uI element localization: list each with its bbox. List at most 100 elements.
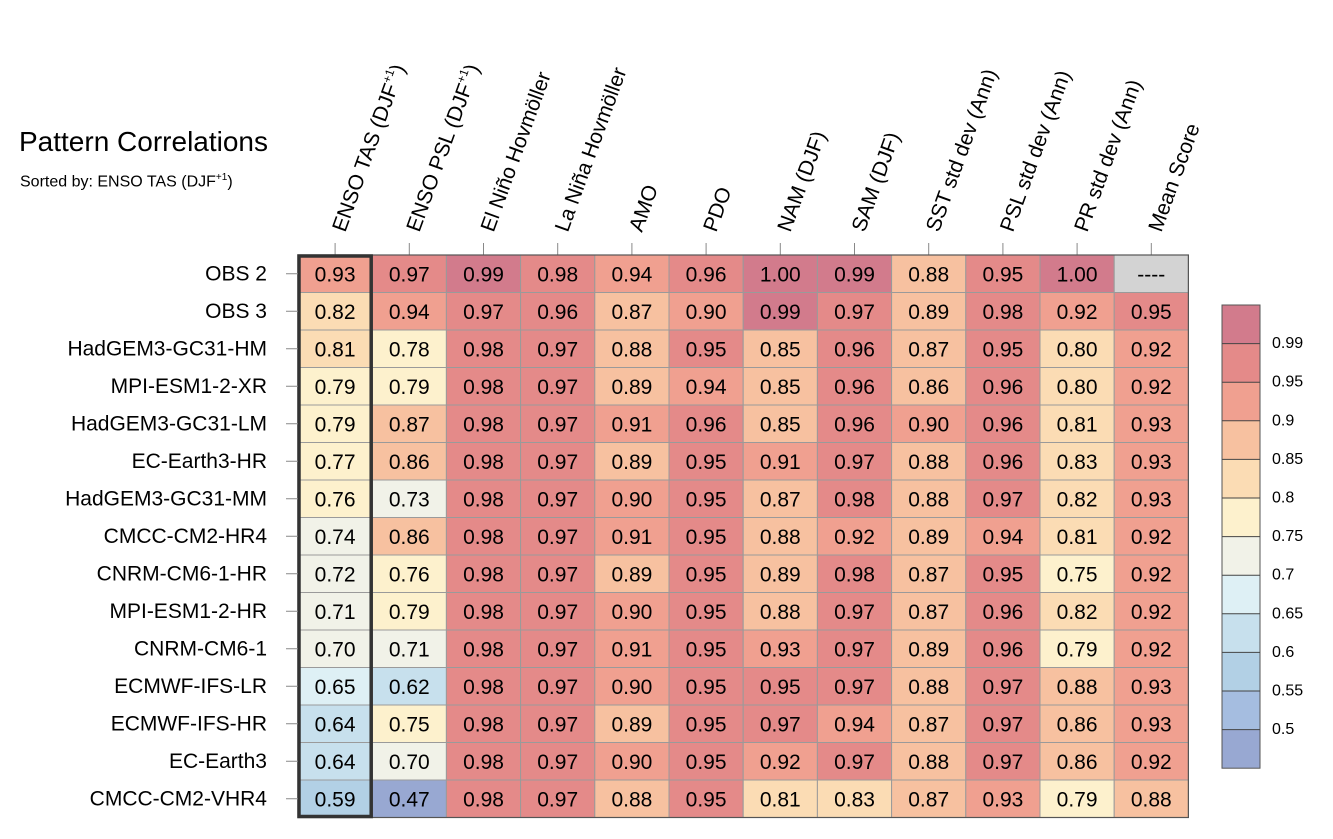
colorbar-label: 0.5 — [1272, 721, 1294, 738]
heatmap-cell — [816, 629, 893, 668]
cell-value: 0.98 — [463, 451, 504, 474]
heatmap-cell — [742, 667, 818, 706]
cell-value: 0.99 — [834, 263, 875, 286]
cell-value: 0.91 — [760, 451, 801, 474]
column-label-sup: +1 — [380, 67, 398, 85]
cell-value: 0.97 — [834, 301, 875, 324]
cell-value: 0.89 — [908, 638, 949, 661]
cell-value: 0.88 — [908, 751, 949, 774]
cell-value: 0.95 — [686, 451, 727, 474]
cell-value: 0.90 — [611, 488, 652, 511]
cell-value: 0.70 — [389, 751, 430, 774]
heatmap-cell — [445, 629, 522, 668]
cell-value: 0.97 — [834, 751, 875, 774]
heatmap-cell — [816, 292, 893, 331]
colorbar-swatch — [1222, 459, 1260, 498]
heatmap-cell — [445, 779, 522, 818]
cell-value: 0.97 — [389, 263, 430, 286]
heatmap-cell — [297, 667, 373, 706]
heatmap-cell — [520, 404, 596, 443]
column-label-text: PSL std dev (Ann) — [996, 67, 1076, 234]
cell-value: 0.95 — [686, 713, 727, 736]
cell-value: 0.92 — [1057, 301, 1098, 324]
cell-value: 0.98 — [463, 638, 504, 661]
cell-value: 0.87 — [760, 488, 801, 511]
cell-value: 0.95 — [686, 788, 727, 811]
column-label-text: SAM (DJF) — [848, 129, 905, 234]
cell-value: 0.88 — [908, 488, 949, 511]
cell-value: 0.65 — [315, 676, 356, 699]
heatmap-cell — [891, 667, 967, 706]
heatmap-cell — [594, 367, 670, 406]
column-label-text: Mean Score — [1144, 120, 1204, 234]
heatmap-cell — [297, 592, 373, 631]
cell-value: 0.97 — [537, 451, 578, 474]
cell-value: 0.88 — [908, 451, 949, 474]
cell-value: 0.94 — [982, 526, 1023, 549]
cell-value: 0.95 — [686, 751, 727, 774]
heatmap-cell — [1113, 292, 1189, 331]
heatmap-cell — [520, 292, 596, 331]
cell-value: 0.88 — [1131, 788, 1172, 811]
heatmap-cell — [965, 592, 1041, 631]
heatmap-cell — [816, 367, 893, 406]
cell-value: 0.86 — [389, 526, 430, 549]
cell-value: 0.90 — [611, 751, 652, 774]
cell-value: 0.94 — [611, 263, 652, 286]
cell-value: 0.98 — [463, 601, 504, 624]
row-label: CNRM-CM6-1 — [134, 637, 267, 660]
heatmap-cell — [445, 742, 522, 781]
cell-value: 0.98 — [982, 301, 1023, 324]
heatmap-cell — [1039, 442, 1115, 481]
heatmap-cell — [371, 254, 447, 293]
cell-value: 0.98 — [463, 751, 504, 774]
cell-value: 0.98 — [834, 563, 875, 586]
cell-value: 0.79 — [1057, 788, 1098, 811]
column-label: SST std dev (Ann) — [922, 66, 1002, 235]
cell-value: 0.96 — [982, 376, 1023, 399]
heatmap-cell — [965, 329, 1041, 368]
cell-value: 0.87 — [908, 788, 949, 811]
cell-value: 0.93 — [982, 788, 1023, 811]
heatmap-cell — [1113, 479, 1189, 518]
cell-value: 0.77 — [315, 451, 356, 474]
heatmap-cell — [1039, 704, 1115, 743]
heatmap-cell — [1113, 254, 1189, 293]
cell-value: 0.72 — [315, 563, 356, 586]
cell-value: 0.87 — [908, 713, 949, 736]
cell-value: 0.64 — [315, 713, 356, 736]
heatmap-cell — [742, 592, 818, 631]
cell-value: 0.90 — [611, 601, 652, 624]
cell-value: 0.95 — [686, 676, 727, 699]
column-label: PSL std dev (Ann) — [996, 67, 1076, 234]
cell-value: 0.92 — [1131, 526, 1172, 549]
cell-value: 0.81 — [1057, 526, 1098, 549]
cell-value: 0.98 — [463, 713, 504, 736]
colorbar-swatch — [1222, 652, 1260, 691]
heatmap-cell — [891, 329, 967, 368]
cell-value: 0.87 — [908, 563, 949, 586]
cell-value: 0.47 — [389, 788, 430, 811]
cell-value: 0.98 — [463, 676, 504, 699]
cell-value: 0.98 — [834, 488, 875, 511]
heatmap-cell — [297, 404, 373, 443]
heatmap-cell — [445, 704, 522, 743]
heatmap-cell — [891, 479, 967, 518]
chart-title: Pattern Correlations — [19, 126, 269, 157]
cell-value: 0.95 — [982, 563, 1023, 586]
cell-value: 0.98 — [463, 376, 504, 399]
cell-value: 0.96 — [982, 638, 1023, 661]
cell-value: 0.98 — [463, 563, 504, 586]
row-label: MPI-ESM1-2-HR — [109, 600, 267, 623]
cell-value: 0.93 — [315, 263, 356, 286]
heatmap-cell — [445, 667, 522, 706]
cell-value: 0.85 — [760, 413, 801, 436]
heatmap-cell — [1113, 554, 1189, 593]
heatmap-cell — [891, 292, 967, 331]
heatmap-cell — [594, 479, 670, 518]
cell-value: 0.97 — [537, 638, 578, 661]
cell-value: 0.88 — [1057, 676, 1098, 699]
column-label: Mean Score — [1144, 120, 1204, 234]
cell-value: 0.97 — [537, 413, 578, 436]
cell-value: 0.97 — [834, 601, 875, 624]
